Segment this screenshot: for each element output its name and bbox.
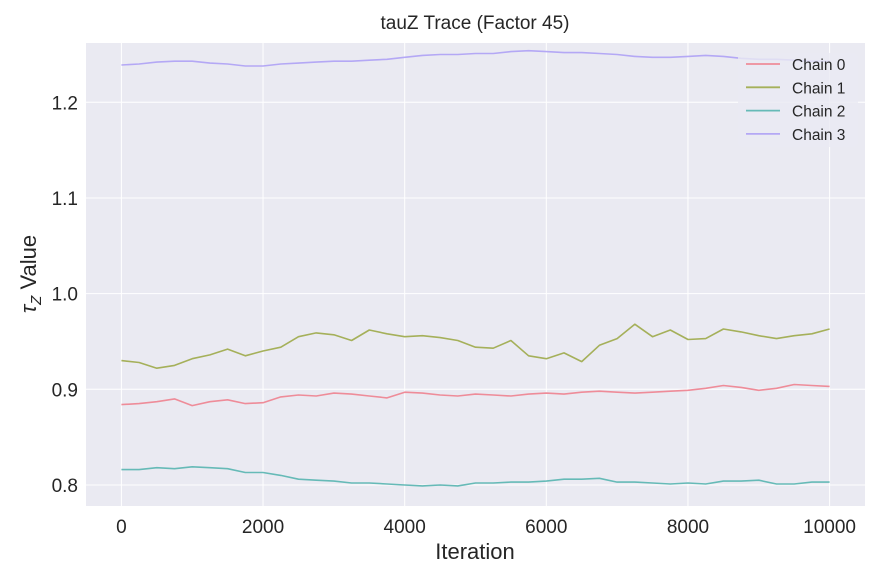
y-axis-title-subscript: Z: [28, 295, 45, 306]
x-axis-title: Iteration: [435, 539, 515, 564]
y-axis: 0.8 0.9 1.0 1.1 1.2: [52, 93, 78, 497]
series-layer: [121, 49, 830, 487]
x-tick-label: 8000: [667, 517, 709, 538]
series-line-chain-3: [121, 49, 830, 67]
y-axis-title-rest: Value: [16, 235, 41, 296]
series-line-chain-0: [121, 383, 830, 407]
y-tick-label: 1.2: [52, 93, 78, 114]
chart-title: tauZ Trace (Factor 45): [380, 13, 569, 34]
x-tick-label: 2000: [242, 517, 284, 538]
grid: [86, 43, 865, 506]
y-tick-label: 0.8: [52, 476, 78, 497]
y-tick-label: 1.1: [52, 189, 78, 210]
legend-label-chain-2: Chain 2: [792, 104, 845, 121]
y-axis-title-symbol: τ: [16, 303, 41, 313]
y-tick-label: 0.9: [52, 380, 78, 401]
y-axis-title: τZ Value: [16, 235, 45, 313]
x-tick-label: 0: [116, 517, 127, 538]
series-line-chain-2: [121, 465, 830, 487]
legend-label-chain-3: Chain 3: [792, 127, 845, 144]
y-tick-label: 1.0: [52, 285, 78, 306]
x-tick-label: 4000: [384, 517, 426, 538]
x-axis: 0 2000 4000 6000 8000 10000: [116, 517, 856, 538]
legend: Chain 0 Chain 1 Chain 2 Chain 3: [738, 53, 858, 147]
plot-area: [86, 43, 865, 506]
legend-label-chain-1: Chain 1: [792, 80, 845, 97]
x-tick-label: 10000: [803, 517, 856, 538]
series-line-chain-1: [121, 323, 830, 370]
legend-label-chain-0: Chain 0: [792, 57, 846, 74]
x-tick-label: 6000: [525, 517, 567, 538]
legend-box: [738, 53, 858, 147]
